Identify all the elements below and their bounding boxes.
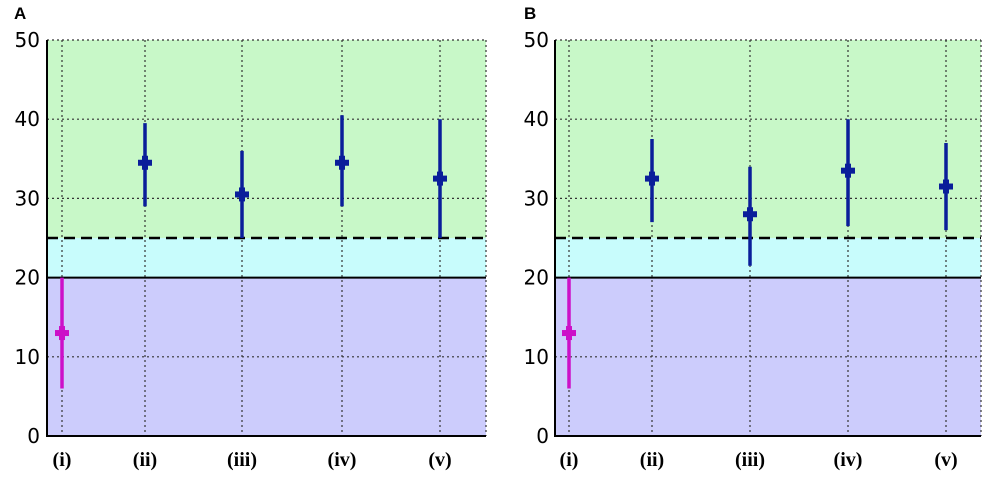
marker-v bbox=[239, 187, 245, 202]
y-tick-label: 40 bbox=[15, 107, 40, 131]
marker-v bbox=[649, 171, 655, 186]
panel-b: B 0 10 20 30 40 50 (i) (ii) (iii) (iv) (v) bbox=[496, 0, 992, 481]
marker-v bbox=[566, 326, 572, 341]
band bbox=[47, 238, 486, 278]
band bbox=[555, 238, 981, 278]
y-tick-label: 50 bbox=[15, 28, 40, 52]
data-point bbox=[939, 142, 953, 231]
x-tick-label: (i) bbox=[560, 449, 579, 471]
data-point bbox=[562, 277, 576, 389]
marker-v bbox=[142, 155, 148, 170]
marker-v bbox=[943, 179, 949, 194]
x-tick-label: (iii) bbox=[227, 449, 257, 471]
chart-b: 0 10 20 30 40 50 (i) (ii) (iii) (iv) (v) bbox=[524, 28, 982, 471]
marker-v bbox=[747, 207, 753, 222]
data-point bbox=[55, 277, 69, 389]
y-tick-label: 20 bbox=[524, 266, 549, 290]
x-tick-label: (ii) bbox=[640, 449, 664, 471]
panel-a: A 0 10 20 30 40 50 (i) (ii) (iii) (iv) (v) bbox=[14, 4, 487, 471]
panel-label: A bbox=[14, 4, 27, 23]
marker-v bbox=[437, 171, 443, 186]
data-point bbox=[743, 166, 757, 266]
marker-v bbox=[59, 326, 65, 341]
y-tick-label: 30 bbox=[524, 186, 549, 210]
y-tick-label: 20 bbox=[15, 266, 40, 290]
x-tick-label: (v) bbox=[428, 449, 451, 471]
data-point bbox=[841, 119, 855, 227]
data-point bbox=[433, 119, 447, 238]
panel-label: B bbox=[524, 4, 537, 23]
y-tick-label: 30 bbox=[15, 186, 40, 210]
x-tick-label: (iii) bbox=[735, 449, 765, 471]
x-tick-label: (iv) bbox=[328, 449, 357, 471]
y-tick-label: 50 bbox=[524, 28, 549, 52]
band bbox=[555, 277, 981, 436]
y-tick-label: 0 bbox=[27, 424, 40, 448]
x-tick-label: (ii) bbox=[133, 449, 157, 471]
marker-v bbox=[845, 163, 851, 178]
x-tick-label: (i) bbox=[53, 449, 72, 471]
y-tick-label: 0 bbox=[536, 424, 549, 448]
y-tick-label: 10 bbox=[15, 345, 40, 369]
y-tick-label: 10 bbox=[524, 345, 549, 369]
y-tick-label: 40 bbox=[524, 107, 549, 131]
data-point bbox=[645, 139, 659, 223]
chart-a: 0 10 20 30 40 50 (i) (ii) (iii) (iv) (v) bbox=[15, 28, 487, 471]
x-tick-label: (iv) bbox=[834, 449, 863, 471]
data-point bbox=[335, 115, 349, 207]
band bbox=[555, 40, 981, 238]
band bbox=[47, 40, 486, 238]
x-tick-label: (v) bbox=[934, 449, 957, 471]
data-point bbox=[138, 123, 152, 207]
data-point bbox=[235, 150, 249, 238]
marker-v bbox=[339, 155, 345, 170]
